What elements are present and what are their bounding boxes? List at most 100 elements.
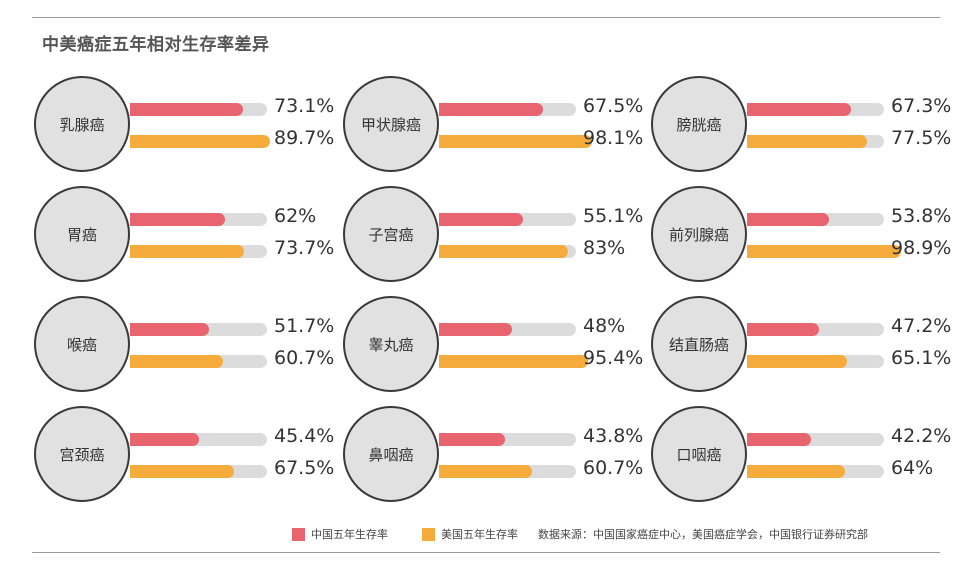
bar-track [130,245,267,258]
category-label: 前列腺癌 [651,186,747,282]
value-label-china: 45.4% [274,425,335,447]
category-label: 乳腺癌 [34,76,130,172]
bar-usa [130,355,224,368]
legend-label-usa: 美国五年生存率 [441,528,518,541]
bar-usa [130,135,270,148]
cancer-cell: 子宫癌 55.1% 83% [343,186,648,286]
bar-china [747,323,819,336]
bar-china [439,323,512,336]
bar-track [130,355,267,368]
value-label-usa: 89.7% [274,127,335,149]
category-label: 喉癌 [34,296,130,392]
value-label-usa: 60.7% [274,347,335,369]
legend-item-usa: 美国五年生存率 [422,526,518,542]
value-label-china: 62% [274,205,317,227]
bar-track [439,103,576,116]
bar-track [130,465,267,478]
bar-track [130,433,267,446]
bar-track [747,433,884,446]
value-label-china: 67.3% [891,95,952,117]
bar-china [130,103,243,116]
category-label: 口咽癌 [651,406,747,502]
bar-track [439,213,576,226]
bar-usa [130,245,244,258]
value-label-china: 42.2% [891,425,952,447]
category-label: 子宫癌 [343,186,439,282]
bar-track [130,323,267,336]
bar-track [747,135,884,148]
bottom-rule [32,552,940,553]
bar-track [130,135,270,148]
legend-swatch-china [292,527,305,541]
bar-usa [130,465,234,478]
value-label-usa: 95.4% [583,347,644,369]
bar-usa [747,465,846,478]
bar-china [130,433,199,446]
value-label-china: 73.1% [274,95,335,117]
value-label-usa: 67.5% [274,457,335,479]
legend-swatch-usa [422,527,435,541]
value-label-china: 51.7% [274,315,335,337]
bar-china [747,433,811,446]
bar-china [439,433,506,446]
category-label: 鼻咽癌 [343,406,439,502]
value-label-china: 43.8% [583,425,644,447]
category-label: 睾丸癌 [343,296,439,392]
cancer-cell: 睾丸癌 48% 95.4% [343,296,648,396]
legend-label-china: 中国五年生存率 [311,528,388,541]
cancer-cell: 口咽癌 42.2% 64% [651,406,956,506]
top-rule [32,17,940,18]
value-label-usa: 65.1% [891,347,952,369]
bar-track [439,465,576,478]
value-label-china: 67.5% [583,95,644,117]
bar-usa [747,245,902,258]
cancer-cell: 膀胱癌 67.3% 77.5% [651,76,956,176]
bar-track [747,245,902,258]
cancer-cell: 结直肠癌 47.2% 65.1% [651,296,956,396]
bar-usa [747,355,848,368]
bar-track [747,213,884,226]
bar-china [130,323,209,336]
bar-track [130,103,267,116]
value-label-usa: 98.9% [891,237,952,259]
bar-usa [439,355,588,368]
value-label-usa: 98.1% [583,127,644,149]
category-label: 胃癌 [34,186,130,282]
bar-track [747,103,884,116]
category-label: 宫颈癌 [34,406,130,502]
bar-usa [439,135,592,148]
cancer-cell: 前列腺癌 53.8% 98.9% [651,186,956,286]
cancer-cell: 甲状腺癌 67.5% 98.1% [343,76,648,176]
bar-usa [439,245,568,258]
cancer-cell: 乳腺癌 73.1% 89.7% [34,76,339,176]
cancer-cell: 胃癌 62% 73.7% [34,186,339,286]
value-label-china: 48% [583,315,626,337]
bar-china [439,213,524,226]
bar-usa [747,135,867,148]
value-label-usa: 83% [583,237,626,259]
value-label-china: 55.1% [583,205,644,227]
value-label-usa: 64% [891,457,934,479]
value-label-usa: 73.7% [274,237,335,259]
bar-track [747,355,884,368]
bar-track [747,323,884,336]
bar-china [747,213,830,226]
legend: 中国五年生存率 美国五年生存率 数据来源：中国国家癌症中心，美国癌症学会，中国银… [292,526,868,542]
bar-track [439,245,576,258]
chart-title: 中美癌症五年相对生存率差异 [42,35,270,55]
bar-track [130,213,267,226]
category-label: 结直肠癌 [651,296,747,392]
cancer-cell: 鼻咽癌 43.8% 60.7% [343,406,648,506]
bar-usa [439,465,533,478]
bar-track [439,135,592,148]
cancer-cell: 喉癌 51.7% 60.7% [34,296,339,396]
cancer-cell: 宫颈癌 45.4% 67.5% [34,406,339,506]
bar-china [439,103,543,116]
bar-track [747,465,884,478]
category-label: 甲状腺癌 [343,76,439,172]
bar-track [439,433,576,446]
source-note: 数据来源：中国国家癌症中心，美国癌症学会，中国银行证券研究部 [538,528,868,541]
value-label-china: 53.8% [891,205,952,227]
value-label-usa: 60.7% [583,457,644,479]
